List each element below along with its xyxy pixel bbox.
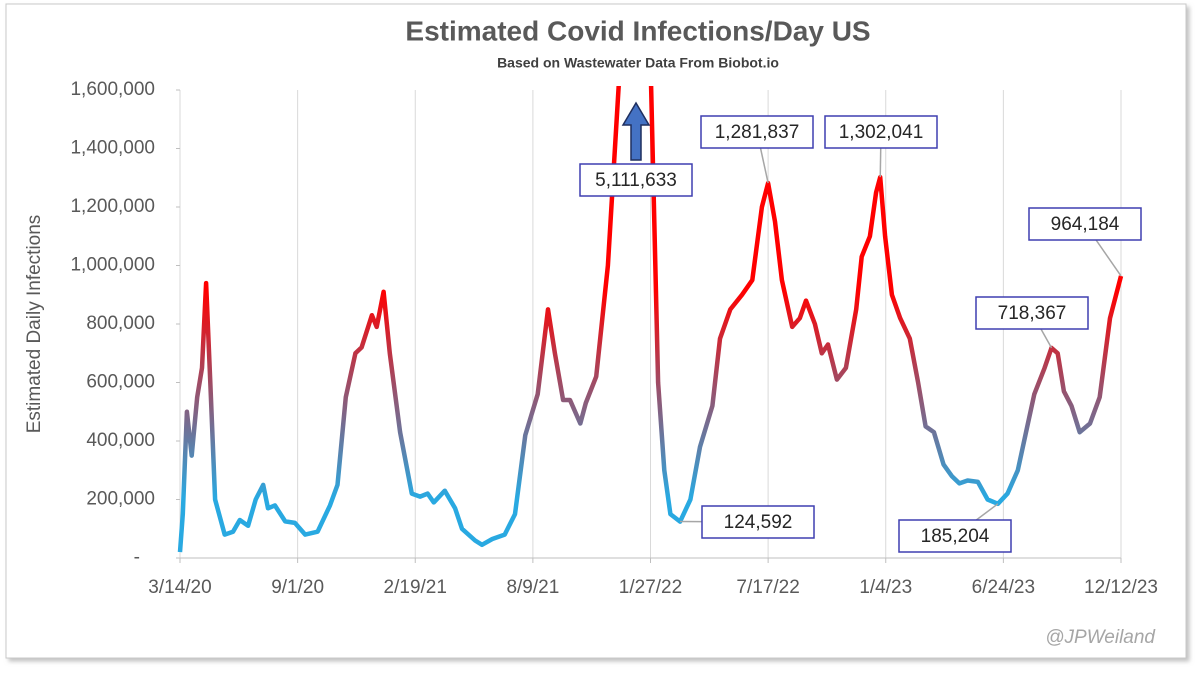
y-tick-label: 600,000 [86, 372, 155, 393]
x-tick-label: 9/1/20 [271, 577, 324, 598]
x-tick-label: 3/14/20 [148, 577, 211, 598]
data-label: 5,111,633 [595, 170, 677, 191]
x-tick-label: 8/9/21 [506, 577, 559, 598]
data-label: 718,367 [998, 303, 1067, 324]
chart-subtitle: Based on Wastewater Data From Biobot.io [497, 55, 779, 71]
y-tick-label: - [134, 547, 140, 568]
y-axis-label: Estimated Daily Infections [24, 215, 45, 434]
x-tick-label: 2/19/21 [384, 577, 447, 598]
y-tick-label: 800,000 [86, 313, 155, 334]
y-tick-label: 1,400,000 [70, 138, 155, 159]
x-tick-label: 7/17/22 [736, 577, 799, 598]
chart-frame [6, 4, 1186, 658]
x-tick-label: 1/27/22 [619, 577, 682, 598]
y-tick-label: 200,000 [86, 489, 155, 510]
y-tick-label: 1,600,000 [70, 79, 155, 100]
data-label: 1,281,837 [715, 122, 800, 143]
y-tick-label: 1,200,000 [70, 196, 155, 217]
data-label: 964,184 [1051, 214, 1120, 235]
data-label: 185,204 [921, 526, 990, 547]
x-tick-label: 1/4/23 [859, 577, 912, 598]
y-tick-label: 1,000,000 [70, 255, 155, 276]
x-tick-label: 6/24/23 [972, 577, 1035, 598]
y-tick-label: 400,000 [86, 430, 155, 451]
data-label: 124,592 [724, 512, 793, 533]
x-tick-label: 12/12/23 [1084, 577, 1158, 598]
credit: @JPWeiland [1045, 627, 1156, 648]
data-label: 1,302,041 [839, 122, 924, 143]
chart-title: Estimated Covid Infections/Day US [405, 15, 870, 46]
